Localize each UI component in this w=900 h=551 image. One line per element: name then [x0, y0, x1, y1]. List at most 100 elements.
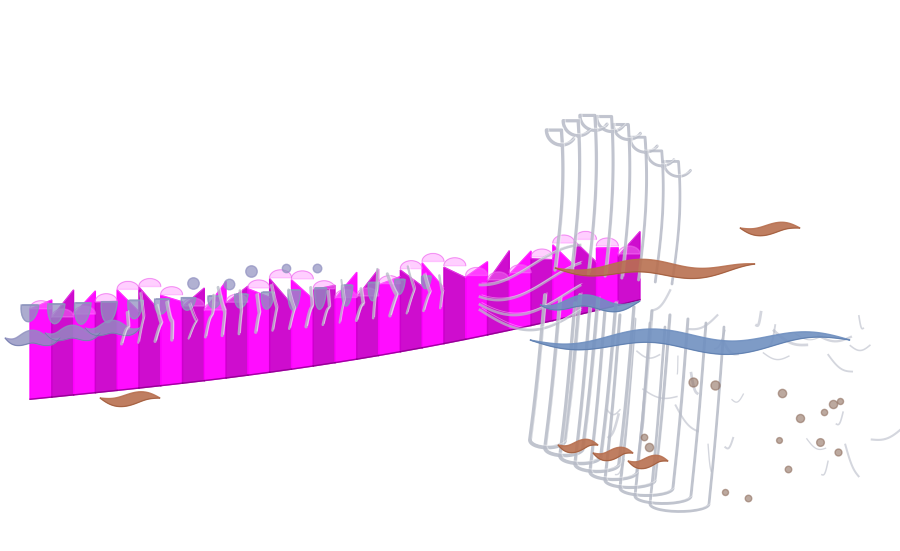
Point	[244, 267, 258, 276]
Polygon shape	[270, 279, 292, 372]
Polygon shape	[269, 270, 292, 278]
Polygon shape	[395, 279, 405, 295]
Polygon shape	[128, 300, 143, 319]
Polygon shape	[531, 259, 553, 326]
Polygon shape	[379, 277, 400, 355]
Polygon shape	[558, 439, 598, 453]
Point	[826, 399, 841, 408]
Polygon shape	[48, 304, 65, 324]
Point	[310, 264, 324, 273]
Point	[780, 464, 795, 473]
Polygon shape	[531, 249, 553, 257]
Polygon shape	[553, 245, 574, 321]
Point	[741, 494, 755, 503]
Point	[718, 488, 733, 496]
Point	[772, 435, 787, 444]
Polygon shape	[400, 261, 422, 269]
Polygon shape	[100, 392, 160, 407]
Polygon shape	[45, 325, 100, 341]
Polygon shape	[341, 285, 353, 306]
Polygon shape	[117, 290, 139, 391]
Polygon shape	[248, 280, 270, 288]
Polygon shape	[597, 248, 618, 310]
Polygon shape	[313, 281, 335, 289]
Polygon shape	[261, 293, 274, 309]
Polygon shape	[139, 287, 161, 388]
Polygon shape	[183, 288, 204, 383]
Polygon shape	[204, 282, 226, 381]
Polygon shape	[574, 231, 597, 239]
Polygon shape	[740, 222, 800, 236]
Polygon shape	[248, 289, 270, 375]
Polygon shape	[555, 260, 755, 278]
Polygon shape	[465, 267, 488, 276]
Polygon shape	[618, 246, 640, 254]
Polygon shape	[618, 231, 640, 305]
Polygon shape	[421, 276, 431, 289]
Polygon shape	[21, 305, 39, 322]
Polygon shape	[465, 262, 488, 339]
Polygon shape	[530, 329, 850, 354]
Polygon shape	[288, 290, 301, 310]
Polygon shape	[5, 330, 60, 345]
Polygon shape	[422, 263, 444, 348]
Polygon shape	[226, 286, 248, 378]
Polygon shape	[356, 269, 379, 359]
Polygon shape	[292, 280, 313, 369]
Polygon shape	[51, 309, 74, 317]
Point	[813, 437, 827, 446]
Polygon shape	[292, 271, 313, 279]
Point	[793, 413, 807, 422]
Point	[707, 380, 722, 389]
Point	[832, 397, 847, 406]
Polygon shape	[183, 298, 204, 306]
Point	[686, 377, 700, 386]
Polygon shape	[540, 295, 640, 312]
Point	[279, 264, 293, 273]
Polygon shape	[74, 291, 95, 395]
Polygon shape	[368, 283, 379, 301]
Polygon shape	[75, 303, 91, 325]
Polygon shape	[444, 258, 466, 266]
Polygon shape	[509, 264, 531, 273]
Polygon shape	[52, 290, 74, 397]
Polygon shape	[509, 251, 531, 330]
Polygon shape	[488, 251, 509, 335]
Polygon shape	[235, 294, 248, 308]
Polygon shape	[335, 289, 357, 298]
Polygon shape	[85, 320, 140, 336]
Polygon shape	[335, 272, 356, 363]
Polygon shape	[488, 272, 509, 280]
Polygon shape	[422, 253, 444, 262]
Polygon shape	[155, 299, 170, 314]
Polygon shape	[74, 306, 95, 314]
Polygon shape	[160, 287, 183, 295]
Polygon shape	[226, 294, 248, 302]
Point	[221, 279, 236, 288]
Polygon shape	[574, 241, 597, 316]
Polygon shape	[139, 279, 161, 287]
Point	[186, 278, 201, 287]
Polygon shape	[101, 301, 117, 323]
Polygon shape	[30, 301, 52, 309]
Polygon shape	[181, 298, 196, 310]
Polygon shape	[95, 301, 117, 393]
Point	[636, 432, 651, 441]
Point	[642, 442, 656, 451]
Polygon shape	[444, 267, 465, 344]
Polygon shape	[161, 295, 183, 386]
Polygon shape	[313, 285, 335, 366]
Polygon shape	[208, 296, 222, 308]
Polygon shape	[204, 302, 226, 310]
Polygon shape	[117, 282, 139, 289]
Polygon shape	[30, 300, 52, 399]
Polygon shape	[597, 238, 618, 246]
Polygon shape	[356, 288, 379, 296]
Polygon shape	[95, 294, 117, 302]
Polygon shape	[400, 270, 422, 352]
Polygon shape	[379, 276, 400, 284]
Polygon shape	[553, 235, 575, 243]
Point	[775, 388, 789, 397]
Polygon shape	[593, 447, 633, 461]
Polygon shape	[628, 455, 668, 469]
